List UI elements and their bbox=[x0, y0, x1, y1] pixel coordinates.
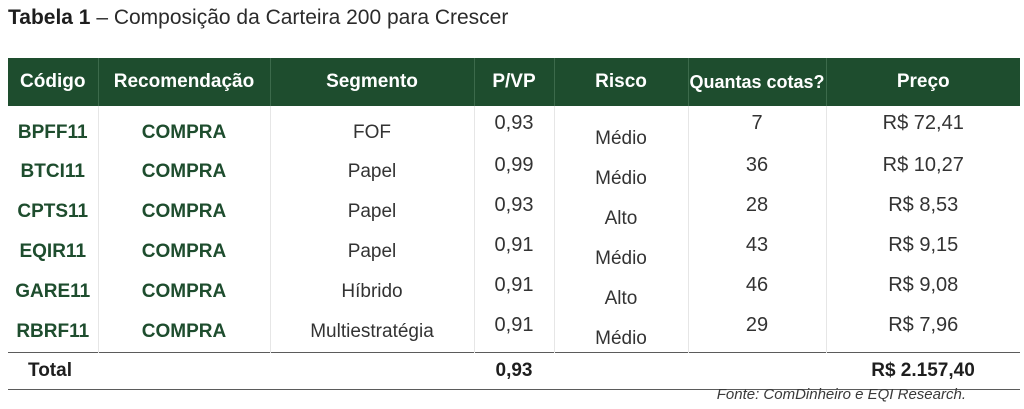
source-note: Fonte: ComDinheiro e EQI Research. bbox=[716, 386, 966, 403]
table-row: RBRF11 COMPRA Multiestratégia 0,91 Médio… bbox=[8, 312, 1020, 353]
total-label: Total bbox=[8, 352, 270, 390]
total-empty-cotas bbox=[688, 352, 826, 390]
cell-risco: Médio bbox=[554, 106, 689, 152]
cell-risco: Médio bbox=[554, 152, 689, 192]
cell-segmento: Papel bbox=[270, 192, 475, 232]
total-preco: R$ 2.157,40 bbox=[826, 352, 1020, 390]
table-header-row: Código Recomendação Segmento P/VP Risco … bbox=[8, 58, 1020, 106]
total-row: Total 0,93 R$ 2.157,40 bbox=[8, 352, 1020, 390]
cell-codigo: RBRF11 bbox=[8, 312, 99, 353]
total-pvp: 0,93 bbox=[474, 352, 554, 390]
cell-pvp: 0,99 bbox=[474, 152, 555, 192]
total-empty-risco bbox=[554, 352, 688, 390]
cell-codigo: BPFF11 bbox=[8, 106, 99, 152]
cell-recomendacao: COMPRA bbox=[98, 152, 271, 192]
cell-cotas: 36 bbox=[688, 152, 827, 192]
cell-segmento: Multiestratégia bbox=[270, 312, 475, 353]
cell-cotas: 43 bbox=[688, 232, 827, 272]
cell-pvp: 0,91 bbox=[474, 272, 555, 312]
cell-recomendacao: COMPRA bbox=[98, 232, 271, 272]
total-empty-segmento bbox=[270, 352, 474, 390]
cell-preco: R$ 7,96 bbox=[888, 314, 959, 336]
cell-recomendacao: COMPRA bbox=[98, 272, 271, 312]
cell-cotas: 46 bbox=[688, 272, 827, 312]
header-pvp: P/VP bbox=[474, 58, 555, 106]
cell-preco: R$ 8,53 bbox=[888, 194, 959, 216]
cell-preco: R$ 9,15 bbox=[888, 234, 959, 256]
cell-recomendacao: COMPRA bbox=[98, 192, 271, 232]
cell-codigo: EQIR11 bbox=[8, 232, 99, 272]
cell-codigo: GARE11 bbox=[8, 272, 99, 312]
cell-segmento: Híbrido bbox=[270, 272, 475, 312]
header-recomendacao: Recomendação bbox=[98, 58, 271, 106]
cell-segmento: FOF bbox=[270, 106, 475, 152]
cell-preco: R$ 10,27 bbox=[882, 154, 964, 176]
table-row: EQIR11 COMPRA Papel 0,91 Médio 43 R$ 9,1… bbox=[8, 232, 1020, 272]
cell-cotas: 7 bbox=[688, 106, 827, 152]
cell-preco: R$ 9,08 bbox=[888, 274, 959, 296]
table-title-label: Tabela 1 bbox=[8, 6, 91, 29]
cell-recomendacao: COMPRA bbox=[98, 312, 271, 353]
cell-cotas: 29 bbox=[688, 312, 827, 353]
header-preco: Preço bbox=[826, 58, 1020, 106]
cell-recomendacao: COMPRA bbox=[98, 106, 271, 152]
cell-preco: R$ 72,41 bbox=[882, 112, 964, 134]
header-risco: Risco bbox=[554, 58, 689, 106]
cell-risco: Médio bbox=[554, 232, 689, 272]
cell-segmento: Papel bbox=[270, 232, 475, 272]
cell-codigo: BTCI11 bbox=[8, 152, 99, 192]
cell-pvp: 0,93 bbox=[474, 106, 555, 152]
cell-risco: Alto bbox=[554, 192, 689, 232]
cell-risco: Alto bbox=[554, 272, 689, 312]
cell-pvp: 0,91 bbox=[474, 312, 555, 353]
cell-cotas: 28 bbox=[688, 192, 827, 232]
table-row: BPFF11 COMPRA FOF 0,93 Médio 7 R$ 72,41 bbox=[8, 106, 1020, 152]
header-quantas-cotas: Quantas cotas? bbox=[688, 58, 827, 106]
table-title: Tabela 1 – Composição da Carteira 200 pa… bbox=[8, 6, 508, 30]
table-row: CPTS11 COMPRA Papel 0,93 Alto 28 R$ 8,53 bbox=[8, 192, 1020, 232]
table-row: GARE11 COMPRA Híbrido 0,91 Alto 46 R$ 9,… bbox=[8, 272, 1020, 312]
cell-segmento: Papel bbox=[270, 152, 475, 192]
header-codigo: Código bbox=[8, 58, 99, 106]
cell-pvp: 0,93 bbox=[474, 192, 555, 232]
cell-pvp: 0,91 bbox=[474, 232, 555, 272]
cell-codigo: CPTS11 bbox=[8, 192, 99, 232]
header-segmento: Segmento bbox=[270, 58, 475, 106]
table-title-text: – Composição da Carteira 200 para Cresce… bbox=[90, 6, 509, 29]
portfolio-table: Código Recomendação Segmento P/VP Risco … bbox=[8, 58, 1020, 390]
table-row: BTCI11 COMPRA Papel 0,99 Médio 36 R$ 10,… bbox=[8, 152, 1020, 192]
cell-risco: Médio bbox=[554, 312, 689, 353]
